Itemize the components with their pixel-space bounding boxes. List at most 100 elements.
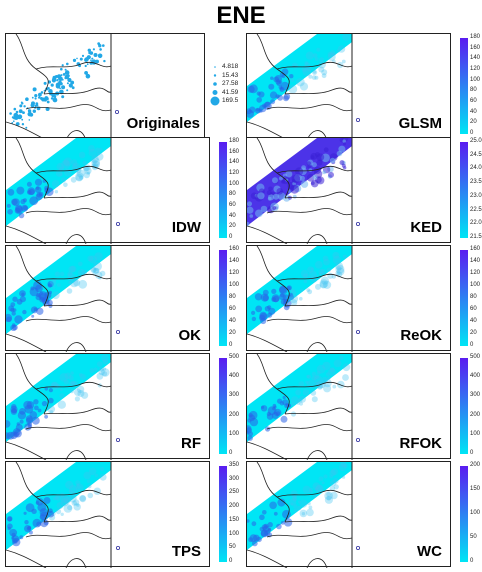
station-point [31, 96, 34, 99]
value-cell [88, 467, 97, 476]
border-line [247, 333, 288, 352]
value-cell [318, 61, 326, 69]
bubble-legend-symbol [214, 66, 216, 68]
value-cell [321, 376, 328, 384]
colorbar-tick-label: 80 [470, 87, 477, 94]
value-cell [6, 420, 11, 428]
map-svg [6, 354, 121, 460]
value-cell [343, 463, 348, 469]
panel-label: TPS [171, 543, 201, 560]
station-point [99, 48, 102, 51]
value-cell [22, 309, 27, 315]
station-point [68, 83, 73, 88]
station-point [52, 97, 58, 103]
value-cell [256, 108, 259, 112]
border-line [65, 342, 87, 352]
colorbar-tick-label: 0 [470, 342, 474, 348]
value-cell [307, 501, 311, 506]
bubble-legend-symbol [212, 90, 218, 95]
map-svg [247, 138, 361, 244]
colorbar-tick-label: 350 [229, 462, 240, 468]
value-cell [329, 157, 336, 164]
value-cell [93, 261, 102, 271]
value-cell [342, 374, 349, 381]
border-line [276, 381, 353, 390]
value-cell [31, 416, 40, 425]
value-cell [7, 209, 13, 215]
value-cell [74, 396, 80, 402]
map-panel-rfok: RFOK 500 400 300 200 100 0 [246, 353, 480, 460]
border-line [284, 407, 353, 415]
station-point [54, 95, 57, 98]
value-cell [313, 70, 317, 74]
value-cell [36, 307, 44, 315]
value-cell [83, 171, 91, 179]
colorbar-tick-label: 100 [229, 530, 240, 537]
value-cell [293, 504, 298, 509]
value-cell [92, 160, 100, 169]
value-cell [290, 411, 297, 417]
value-cell [73, 499, 80, 506]
value-cell [99, 366, 104, 372]
value-cell [332, 251, 340, 259]
station-point [50, 97, 54, 100]
colorbar-tick-label: 300 [470, 392, 481, 399]
station-point [87, 48, 92, 52]
value-cell [54, 271, 61, 277]
colorbar-tick-label: 23.0 [470, 192, 482, 199]
value-cell [326, 496, 331, 501]
value-cell [51, 291, 60, 300]
colorbar-tick-label: 60 [229, 306, 236, 312]
value-cell [59, 172, 63, 177]
value-cell [292, 494, 297, 500]
value-cell [312, 482, 321, 490]
station-point [90, 59, 92, 61]
colorbar-tick-label: 200 [229, 411, 240, 418]
value-cell [314, 374, 320, 380]
value-cell [76, 503, 80, 507]
value-cell [316, 47, 321, 52]
value-cell [98, 147, 103, 152]
station-point [76, 57, 78, 60]
interpolation-band [247, 462, 352, 568]
value-cell [303, 273, 309, 279]
value-cell [339, 355, 344, 360]
colorbar [219, 142, 227, 238]
station-point [25, 126, 28, 129]
value-cell [27, 424, 33, 429]
value-cell [282, 395, 286, 400]
colorbar-gradient [460, 142, 468, 238]
border-line [266, 104, 353, 112]
bubble-legend-symbol [213, 82, 217, 86]
value-cell [92, 267, 99, 274]
panel-label: IDW [171, 219, 201, 236]
value-cell [96, 372, 104, 380]
value-cell [307, 374, 311, 379]
border-line [43, 87, 112, 95]
border-line [25, 532, 112, 540]
value-cell [247, 519, 250, 523]
colorbar-tick-label: 180 [470, 34, 481, 40]
value-cell [322, 170, 327, 175]
station-point [71, 86, 75, 90]
value-cell [290, 78, 295, 82]
value-cell [83, 164, 91, 172]
north-marker [356, 438, 361, 443]
value-cell [68, 280, 72, 285]
value-cell [286, 286, 291, 291]
value-cell [311, 371, 317, 377]
value-cell [92, 163, 99, 169]
value-cell [312, 69, 318, 75]
value-cell [336, 150, 343, 157]
value-cell [330, 50, 336, 56]
station-point [61, 64, 64, 67]
border-line [35, 61, 112, 70]
interpolation-band [6, 138, 111, 244]
colorbar-tick-label: 100 [470, 510, 481, 516]
value-cell [323, 474, 328, 479]
border-line [65, 450, 87, 460]
value-cell [11, 311, 16, 316]
map-area [247, 138, 353, 244]
map-svg [247, 34, 361, 140]
station-point [66, 82, 69, 85]
